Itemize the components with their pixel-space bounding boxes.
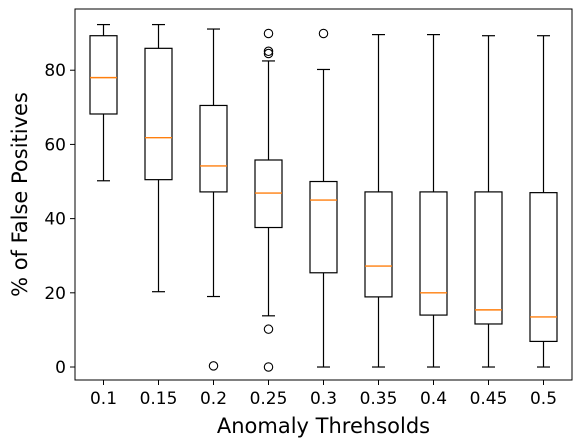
iqr-box	[474, 191, 503, 325]
y-axis: 0 20 40 60 80	[44, 61, 75, 378]
box-group-0.25	[254, 28, 283, 372]
iqr-box	[254, 159, 283, 229]
box-group-0.45	[474, 35, 503, 368]
outlier-point	[263, 324, 274, 334]
iqr-box	[309, 180, 338, 274]
iqr-box	[364, 191, 393, 298]
iqr-box	[419, 191, 448, 316]
y-tick-label: 20	[44, 284, 66, 304]
y-tick-label: 60	[44, 135, 66, 155]
iqr-box	[89, 35, 118, 115]
outlier-point	[263, 48, 274, 59]
outlier-point	[263, 46, 274, 57]
box-group-0.15	[144, 23, 173, 293]
y-axis-label: % of False Positives	[8, 92, 32, 297]
box-group-0.2	[199, 28, 228, 371]
x-axis: 0.1 0.15 0.2 0.25 0.3 0.35 0.4 0.45 0.5	[90, 380, 557, 409]
box-group-0.4	[419, 33, 448, 368]
x-tick-label: 0.25	[250, 389, 288, 409]
iqr-box	[529, 192, 558, 343]
box-group-0.5	[529, 35, 558, 368]
x-tick-label: 0.5	[530, 389, 557, 409]
y-tick-label: 0	[55, 358, 66, 378]
x-tick-label: 0.45	[470, 389, 508, 409]
x-tick-label: 0.4	[420, 389, 447, 409]
y-tick-label: 80	[44, 61, 66, 81]
outlier-point	[208, 361, 219, 371]
iqr-box	[144, 47, 173, 181]
box-group-0.1	[89, 23, 118, 182]
plot-marks	[89, 23, 558, 372]
x-tick-label: 0.15	[140, 389, 178, 409]
x-tick-label: 0.2	[200, 389, 227, 409]
iqr-box	[199, 104, 228, 193]
box-group-0.35	[364, 33, 393, 368]
x-tick-label: 0.3	[310, 389, 337, 409]
outlier-point	[318, 28, 329, 39]
outlier-point	[263, 362, 274, 372]
outlier-point	[263, 28, 274, 39]
x-axis-label: Anomaly Threhsolds	[217, 414, 430, 438]
box-group-0.3	[309, 28, 338, 368]
y-tick-label: 40	[44, 210, 66, 230]
x-tick-label: 0.35	[360, 389, 398, 409]
x-tick-label: 0.1	[90, 389, 117, 409]
